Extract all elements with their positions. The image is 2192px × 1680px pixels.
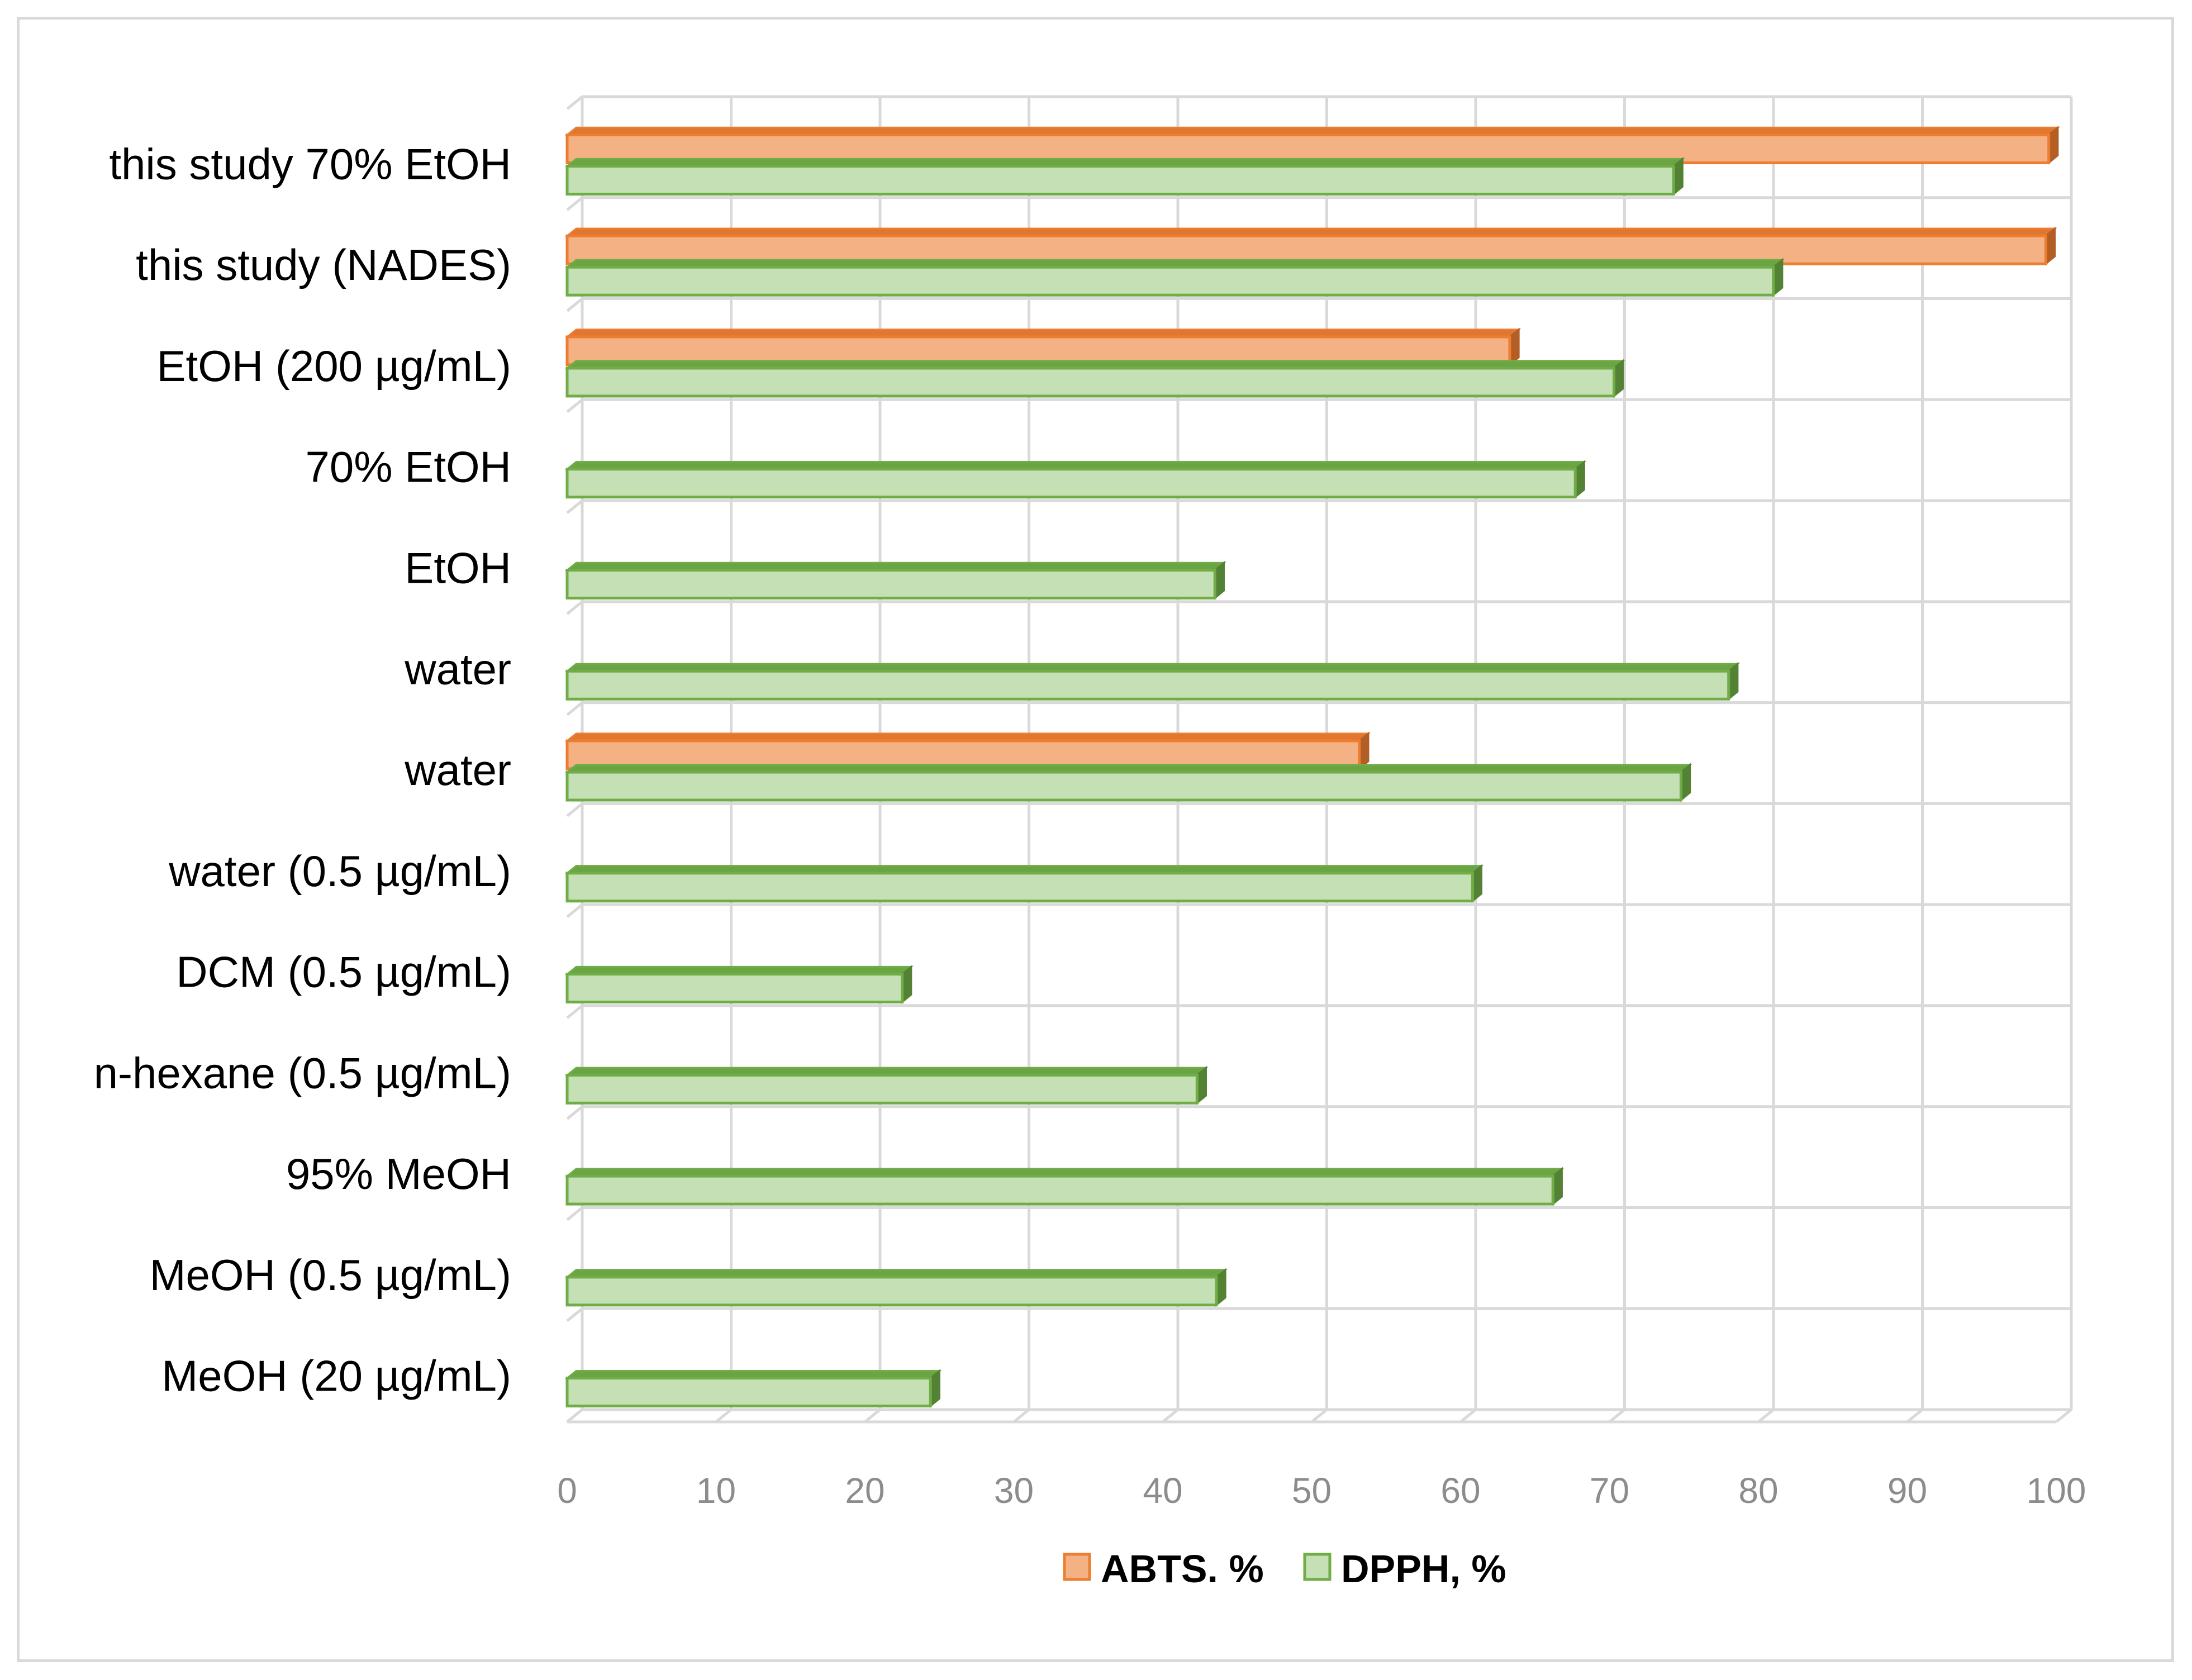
- bar-front-face: [565, 872, 1474, 903]
- bar-dpph: [564, 359, 1625, 398]
- category-label: n-hexane (0.5 µg/mL): [94, 1048, 511, 1097]
- gridline-wall: [566, 1004, 583, 1019]
- category-label: water: [404, 644, 511, 693]
- category-label: this study (NADES): [136, 240, 511, 289]
- bar-front-face: [565, 265, 1775, 297]
- gridline-floor: [1012, 1408, 1030, 1423]
- legend-label-abts: ABTS. %: [1101, 1547, 1264, 1591]
- gridline-wall: [566, 1105, 583, 1120]
- gridline-floor: [1162, 1408, 1179, 1423]
- bar-front-face: [565, 1377, 932, 1408]
- gridline-floor: [1459, 1408, 1477, 1423]
- category-label: DCM (0.5 µg/mL): [176, 948, 511, 997]
- bar-dpph: [564, 763, 1692, 802]
- gridline-wall: [566, 196, 583, 211]
- bar-dpph: [564, 1167, 1565, 1206]
- gridline-wall: [566, 1408, 583, 1423]
- bar-dpph: [564, 258, 1785, 297]
- bar-abts: [564, 226, 2057, 266]
- x-tick-label: 60: [1440, 1470, 1480, 1511]
- x-tick-label: 30: [994, 1470, 1034, 1511]
- category-labels: this study 70% EtOH this study (NADES) EtO…: [94, 139, 511, 1400]
- legend-swatch-abts: [1063, 1553, 1091, 1581]
- x-axis-ticks: 0 10 20 30 40 50 60 70 80 90 100: [557, 1470, 2086, 1511]
- gridline-floor: [1757, 1408, 1775, 1423]
- gridline-wall: [566, 600, 583, 615]
- bar-abts: [564, 731, 1371, 771]
- bar-dpph: [564, 157, 1685, 196]
- gridline-wall: [566, 499, 583, 515]
- category-label: EtOH: [405, 544, 511, 593]
- bar-front-face: [565, 569, 1216, 599]
- category-label: 70% EtOH: [306, 442, 511, 492]
- gridline-wall: [566, 802, 583, 817]
- bar-front-face: [565, 973, 904, 1004]
- gridline-wall: [566, 701, 583, 716]
- bar-dpph: [564, 661, 1741, 701]
- category-label: MeOH (0.5 µg/mL): [150, 1250, 511, 1300]
- bar-dpph: [564, 864, 1484, 903]
- x-tick-label: 70: [1590, 1470, 1629, 1511]
- x-tick-label: 90: [1887, 1470, 1927, 1511]
- bar-front-face: [565, 164, 1675, 196]
- gridline-floor: [864, 1408, 881, 1423]
- legend: ABTS. % DPPH, %: [1063, 1547, 1506, 1591]
- gridline-floor: [1310, 1408, 1328, 1423]
- gridline-wall: [566, 398, 583, 413]
- category-label: water (0.5 µg/mL): [168, 846, 511, 896]
- bar-dpph: [564, 460, 1587, 499]
- bars: [564, 126, 2061, 1408]
- legend-label-dpph: DPPH, %: [1341, 1547, 1506, 1591]
- x-tick-label: 10: [696, 1470, 736, 1511]
- category-label: EtOH (200 µg/mL): [157, 341, 511, 391]
- category-label: water: [404, 745, 511, 794]
- bar-dpph: [564, 965, 914, 1004]
- legend-swatch-dpph: [1303, 1553, 1332, 1581]
- x-tick-label: 20: [845, 1470, 885, 1511]
- x-tick-label: 100: [2027, 1470, 2086, 1511]
- bar-front-face: [565, 367, 1615, 398]
- bar-dpph: [564, 1065, 1209, 1105]
- x-tick-label: 50: [1292, 1470, 1332, 1511]
- category-label: this study 70% EtOH: [109, 139, 511, 188]
- gridline-floor: [2055, 1408, 2072, 1423]
- gridline-wall: [566, 297, 583, 312]
- bar-dpph: [564, 561, 1226, 600]
- gridline-floor: [1906, 1408, 1924, 1423]
- gridline-wall: [566, 1307, 583, 1322]
- bar-front-face: [565, 1073, 1199, 1105]
- bar-dpph: [564, 1268, 1228, 1307]
- category-label: 95% MeOH: [286, 1149, 511, 1198]
- gridline-floor: [1608, 1408, 1626, 1423]
- bar-front-face: [565, 770, 1682, 802]
- x-tick-label: 40: [1143, 1470, 1182, 1511]
- gridline-wall: [566, 1206, 583, 1221]
- bar-front-face: [565, 1174, 1554, 1206]
- gridline-wall: [566, 903, 583, 918]
- bar-abts: [564, 126, 2061, 165]
- bar-dpph: [564, 1369, 942, 1408]
- x-tick-label: 0: [557, 1470, 577, 1511]
- category-label: MeOH (20 µg/mL): [161, 1351, 511, 1401]
- bar-front-face: [565, 669, 1730, 701]
- bar-front-face: [565, 468, 1577, 499]
- gridline-floor: [715, 1408, 733, 1423]
- gridline-wall: [566, 96, 583, 110]
- x-tick-label: 80: [1738, 1470, 1778, 1511]
- bar-abts: [564, 327, 1521, 367]
- bar-front-face: [565, 1276, 1218, 1307]
